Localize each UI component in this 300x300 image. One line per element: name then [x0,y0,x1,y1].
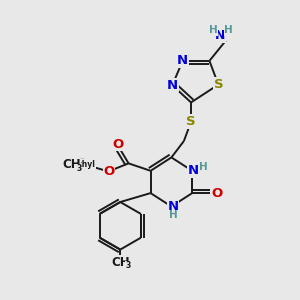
Text: O: O [112,138,123,151]
Text: N: N [167,200,178,213]
Text: methyl: methyl [65,160,95,169]
Text: O: O [103,165,115,178]
Text: 3: 3 [76,164,81,173]
Text: H: H [169,210,177,220]
Text: methoxy: methoxy [79,158,85,159]
Text: H: H [224,25,233,35]
Text: CH: CH [111,256,130,268]
Text: methyl: methyl [74,162,79,164]
Text: CH: CH [62,158,80,171]
Text: O: O [211,187,222,200]
Text: N: N [167,79,178,92]
Text: S: S [214,78,223,91]
Text: 3: 3 [125,261,130,270]
Text: S: S [186,115,196,128]
Text: N: N [188,164,199,177]
Text: N: N [177,54,188,67]
Text: H: H [199,162,207,172]
Text: H: H [209,25,218,35]
Text: N: N [215,29,226,42]
